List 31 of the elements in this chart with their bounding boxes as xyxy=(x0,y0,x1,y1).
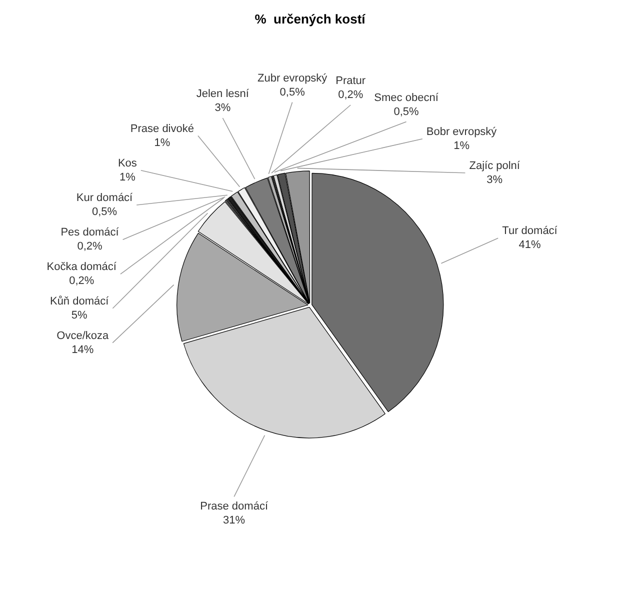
slice-label: Smec obecní xyxy=(374,92,440,104)
data-label: 3% xyxy=(486,174,503,186)
slice-label: Tur domácí xyxy=(502,225,558,238)
data-label: 0,5% xyxy=(394,106,420,118)
slice-label: Zubr evropský xyxy=(257,72,328,84)
data-label: 0,5% xyxy=(92,206,118,218)
data-label: 1% xyxy=(154,136,170,149)
data-label: 1% xyxy=(454,140,470,152)
data-label: 5% xyxy=(71,309,88,322)
slice-label: Kos xyxy=(118,157,138,170)
slice-label: Kočka domácí xyxy=(46,261,118,274)
slice-label: Pes domácí xyxy=(60,226,120,239)
data-label: 3% xyxy=(214,102,231,114)
slice-label: Ovce/koza xyxy=(56,330,110,342)
data-label: 31% xyxy=(223,514,246,527)
slice-label: Zajíc polní xyxy=(469,160,521,172)
data-label: 1% xyxy=(119,171,136,184)
data-label: 14% xyxy=(72,344,94,356)
chart-title: % určených kostí xyxy=(254,11,366,26)
data-label: 0,2% xyxy=(69,275,94,288)
slice-label: Bobr evropský xyxy=(426,126,498,138)
data-label: 0,2% xyxy=(77,240,103,253)
slice-label: Jelen lesní xyxy=(196,88,250,100)
slice-label: Prase domácí xyxy=(200,500,269,513)
data-label: 41% xyxy=(518,239,541,252)
slice-label: Prase divoké xyxy=(130,122,194,135)
slice-label: Pratur xyxy=(336,75,366,88)
data-label: 0,2% xyxy=(338,89,364,102)
data-label: 0,5% xyxy=(280,86,306,98)
slice-label: Kůň domácí xyxy=(50,295,110,308)
slice-label: Kur domácí xyxy=(76,192,134,204)
